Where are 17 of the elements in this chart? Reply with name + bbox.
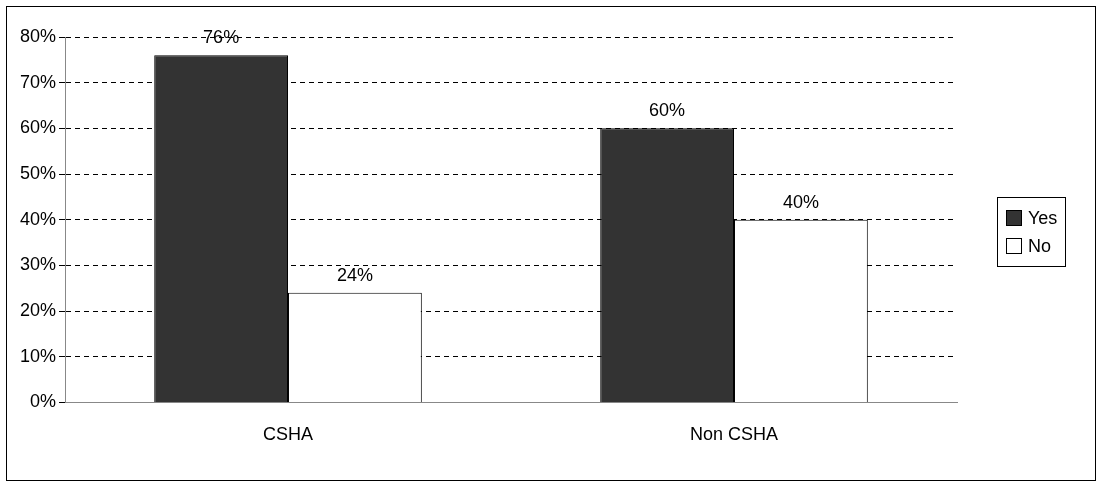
- y-tick-label: 10%: [20, 345, 57, 366]
- y-tick-label: 70%: [20, 71, 57, 92]
- data-label: 24%: [336, 264, 373, 285]
- data-label: 76%: [203, 27, 240, 48]
- x-tick-label: Non CSHA: [689, 424, 779, 445]
- y-tick-label: 20%: [20, 300, 57, 321]
- y-tick-label: 40%: [20, 208, 57, 229]
- y-tick-label: 0%: [30, 391, 57, 412]
- y-tick-label: 60%: [20, 117, 57, 138]
- y-tick-label: 80%: [20, 25, 57, 46]
- x-tick-label: CSHA: [263, 424, 314, 445]
- y-tick-label: 30%: [20, 254, 57, 275]
- data-label: 40%: [782, 191, 819, 212]
- text: No: [1028, 235, 1052, 258]
- y-tick-label: 50%: [20, 162, 57, 183]
- data-label: 60%: [649, 100, 686, 121]
- legend-label: Yes: [1028, 207, 1058, 230]
